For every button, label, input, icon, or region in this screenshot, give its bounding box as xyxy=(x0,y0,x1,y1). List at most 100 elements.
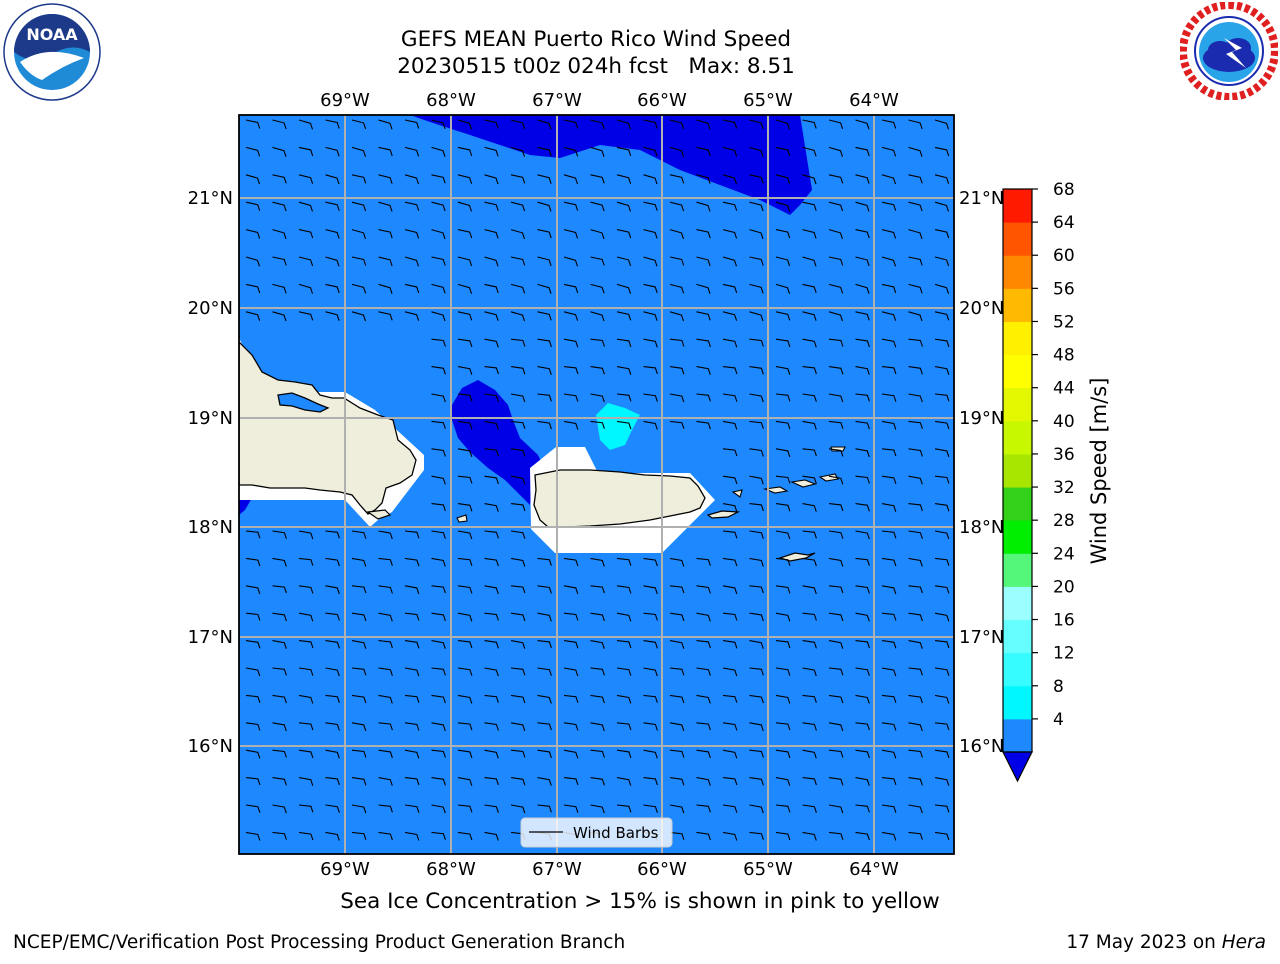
wind-barb xyxy=(802,146,817,157)
wind-barb xyxy=(484,777,499,786)
wind-barb xyxy=(351,722,367,732)
wind-barb xyxy=(431,393,446,403)
wind-barb xyxy=(378,283,393,294)
wind-barb xyxy=(881,448,897,457)
wind-barb xyxy=(722,585,738,595)
wind-barb xyxy=(881,530,897,539)
wind-barb xyxy=(775,530,791,540)
wind-barb xyxy=(404,201,420,211)
lon-label: 65°W xyxy=(743,859,793,880)
wind-barb xyxy=(802,119,817,129)
wind-barb xyxy=(934,256,950,267)
wind-barb xyxy=(537,420,552,430)
wind-barb xyxy=(643,146,658,157)
wind-barb xyxy=(457,146,473,157)
wind-barb xyxy=(934,503,950,512)
wind-barb xyxy=(325,174,340,185)
wind-barb xyxy=(431,448,446,457)
wind-barb xyxy=(537,393,552,402)
wind-barb xyxy=(828,448,844,457)
wind-barb xyxy=(855,201,870,212)
wind-barb xyxy=(749,201,764,212)
wind-barb xyxy=(643,640,658,649)
wind-barb xyxy=(802,366,817,375)
wind-barb xyxy=(298,804,314,813)
wind-barb xyxy=(643,722,658,731)
wind-barb xyxy=(802,229,817,239)
wind-barb xyxy=(775,831,791,841)
wind-barb xyxy=(696,585,711,594)
wind-barb xyxy=(484,749,499,759)
wind-barb xyxy=(563,585,579,595)
wind-barb xyxy=(325,557,340,567)
wind-barb xyxy=(404,640,420,649)
saona-island xyxy=(366,509,392,520)
wind-barb xyxy=(722,146,738,157)
wind-barb xyxy=(457,557,473,566)
wind-barb xyxy=(457,640,473,649)
colorbar-frame xyxy=(1002,188,1033,753)
wind-barb xyxy=(563,804,579,813)
wind-barb xyxy=(669,338,685,347)
wind-barb xyxy=(563,174,579,185)
wind-barb xyxy=(775,475,791,484)
wind-barb xyxy=(245,612,261,621)
wind-barb xyxy=(908,475,923,485)
wind-barb xyxy=(298,256,314,267)
wind-barb xyxy=(749,585,764,594)
wind-barb xyxy=(457,749,473,759)
wind-barb xyxy=(484,557,499,567)
wind-barb xyxy=(510,722,526,732)
wind-barb xyxy=(643,585,658,595)
wind-barb xyxy=(643,256,658,267)
wind-barb xyxy=(590,420,605,429)
wind-barb xyxy=(510,311,526,322)
wind-barb xyxy=(431,503,446,512)
colorbar-tick-label: 36 xyxy=(1053,445,1075,465)
wind-barb xyxy=(272,174,287,184)
lat-label: 21°N xyxy=(188,188,233,209)
wind-barb xyxy=(722,831,738,841)
st-croix-island xyxy=(778,552,816,562)
wind-barb xyxy=(457,612,473,622)
wind-barb xyxy=(881,420,897,430)
wind-barb xyxy=(431,420,446,429)
wind-barb xyxy=(245,585,261,595)
wind-barb xyxy=(934,722,950,731)
wind-barb xyxy=(298,557,314,566)
colorbar-tick-label: 60 xyxy=(1053,246,1075,266)
lon-label: 64°W xyxy=(849,90,899,111)
footer-date-text: 17 May 2023 on xyxy=(1066,932,1222,953)
wind-barb xyxy=(722,119,738,129)
wind-barb xyxy=(749,694,764,704)
wind-barb xyxy=(404,612,420,621)
wind-barb xyxy=(908,229,923,240)
colorbar-cell xyxy=(1003,553,1032,587)
wind-barb xyxy=(484,722,499,731)
wind-barb xyxy=(881,256,897,267)
wind-barb xyxy=(325,201,340,211)
wind-barb xyxy=(484,694,499,703)
wind-barb xyxy=(378,640,393,649)
wind-barb xyxy=(908,283,923,294)
wind-barb xyxy=(616,146,632,157)
wind-barb xyxy=(510,777,526,786)
colorbar-tick-label: 24 xyxy=(1053,544,1075,564)
wind-barb xyxy=(484,256,499,267)
wind-barb xyxy=(908,201,923,212)
wind-barb xyxy=(855,475,870,484)
wind-barb xyxy=(298,831,314,841)
wind-barb xyxy=(590,256,605,266)
lon-label: 66°W xyxy=(637,859,687,880)
wind-barb xyxy=(828,530,844,539)
wind-barb xyxy=(563,777,579,786)
wind-barb xyxy=(272,831,287,840)
wind-barb xyxy=(245,640,261,649)
wind-barb xyxy=(749,640,764,649)
wind-barb xyxy=(590,557,605,567)
colorbar-tick-label: 12 xyxy=(1053,644,1075,664)
wind-barb xyxy=(643,174,658,185)
colorbar-cell xyxy=(1003,586,1032,621)
wind-barb xyxy=(669,174,685,184)
wind-barb xyxy=(272,777,287,786)
